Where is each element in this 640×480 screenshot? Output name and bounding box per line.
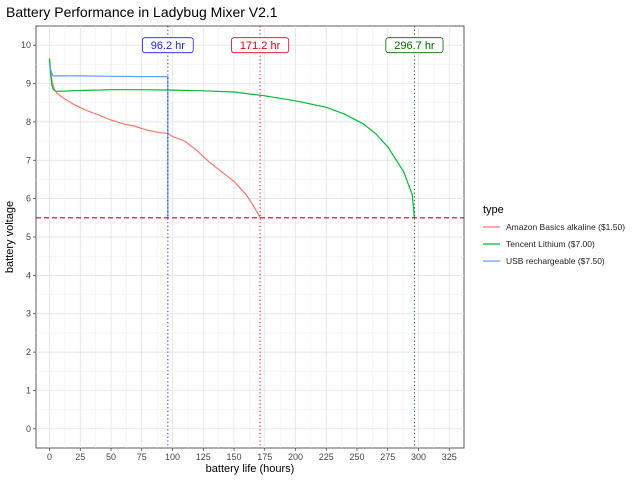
annotation-label-0: 96.2 hr bbox=[151, 40, 186, 52]
legend: type Amazon Basics alkaline ($1.50) Tence… bbox=[483, 204, 625, 266]
y-tick-label-6: 6 bbox=[26, 194, 31, 204]
x-axis-label: battery life (hours) bbox=[206, 463, 295, 475]
y-tick-label-10: 10 bbox=[21, 40, 31, 50]
x-tick-label-9: 225 bbox=[319, 452, 334, 462]
x-axis: 0 25 50 75 100 125 150 175 200 225 250 275 300 325 bbox=[47, 448, 457, 462]
legend-label-2: USB rechargeable ($7.50) bbox=[506, 256, 605, 266]
legend-label-0: Amazon Basics alkaline ($1.50) bbox=[506, 222, 625, 232]
x-tick-label-0: 0 bbox=[47, 452, 52, 462]
legend-label-1: Tencent Lithium ($7.00) bbox=[506, 239, 595, 249]
x-tick-label-4: 100 bbox=[165, 452, 180, 462]
annotation-label-1: 171.2 hr bbox=[240, 40, 281, 52]
x-tick-label-12: 300 bbox=[411, 452, 426, 462]
series-line-1 bbox=[48, 58, 415, 218]
annotation-box-1 bbox=[231, 37, 290, 54]
y-tick-label-8: 8 bbox=[26, 117, 31, 127]
x-tick-label-1: 25 bbox=[75, 452, 85, 462]
x-tick-label-6: 150 bbox=[226, 452, 241, 462]
x-tick-label-7: 175 bbox=[257, 452, 272, 462]
series-lines bbox=[48, 58, 415, 219]
grid bbox=[36, 26, 464, 448]
y-axis: 0 1 2 3 4 5 6 7 8 9 10 bbox=[21, 40, 36, 434]
x-tick-label-10: 250 bbox=[349, 452, 364, 462]
y-tick-label-4: 4 bbox=[26, 270, 31, 280]
x-tick-label-13: 325 bbox=[442, 452, 457, 462]
series-line-2 bbox=[48, 64, 169, 218]
legend-title: type bbox=[483, 204, 504, 216]
chart-title: Battery Performance in Ladybug Mixer V2.… bbox=[6, 4, 278, 20]
x-tick-label-2: 50 bbox=[106, 452, 116, 462]
reference-lines bbox=[36, 26, 464, 448]
y-tick-label-0: 0 bbox=[26, 424, 31, 434]
y-tick-label-7: 7 bbox=[26, 155, 31, 165]
x-tick-label-3: 75 bbox=[137, 452, 147, 462]
y-tick-label-5: 5 bbox=[26, 232, 31, 242]
series-line-0 bbox=[48, 58, 261, 219]
annotations: 96.2 hr 171.2 hr 296.7 hr bbox=[142, 37, 444, 54]
y-tick-label-9: 9 bbox=[26, 79, 31, 89]
annotation-box-0 bbox=[142, 37, 194, 54]
x-tick-label-5: 125 bbox=[196, 452, 211, 462]
y-tick-label-1: 1 bbox=[26, 385, 31, 395]
y-tick-label-3: 3 bbox=[26, 309, 31, 319]
annotation-box-2 bbox=[385, 37, 444, 54]
annotation-label-2: 296.7 hr bbox=[394, 40, 435, 52]
x-tick-label-11: 275 bbox=[380, 452, 395, 462]
x-tick-label-8: 200 bbox=[288, 452, 303, 462]
y-tick-label-2: 2 bbox=[26, 347, 31, 357]
y-axis-label: battery voltage bbox=[4, 201, 16, 273]
